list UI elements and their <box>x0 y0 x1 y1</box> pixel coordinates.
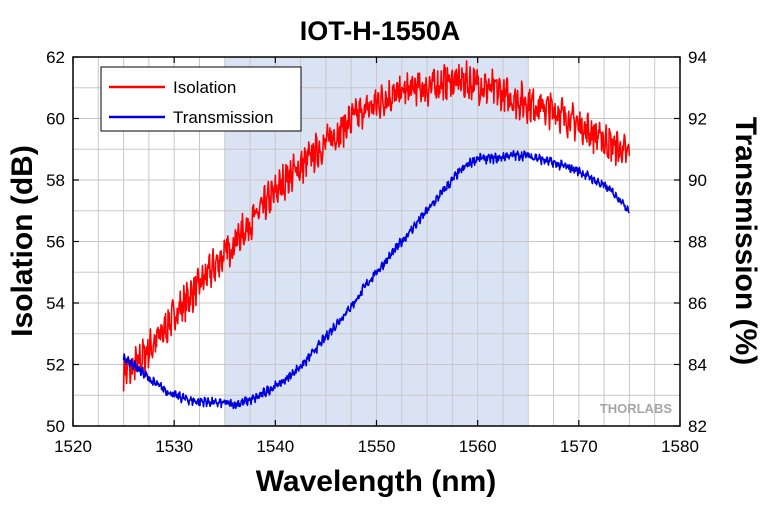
y-tick-label: 58 <box>46 171 65 190</box>
y-tick-label: 52 <box>46 356 65 375</box>
x-tick-label: 1580 <box>661 437 699 456</box>
y-tick-label: 60 <box>46 110 65 129</box>
x-axis-title: Wavelength (nm) <box>256 465 497 498</box>
y2-tick-label: 92 <box>688 110 707 129</box>
series-line-transmission <box>122 149 630 410</box>
y2-tick-label: 94 <box>688 48 707 67</box>
y2-axis-title: Transmission (%) <box>729 117 762 365</box>
y-tick-label: 50 <box>46 417 65 436</box>
y2-tick-label: 86 <box>688 294 707 313</box>
y-axis-title: Isolation (dB) <box>6 145 39 337</box>
y2-tick-label: 84 <box>688 356 707 375</box>
y2-tick-label: 82 <box>688 417 707 436</box>
y2-tick-label: 88 <box>688 233 707 252</box>
ticks: 1520 1530 1540 1550 1560 1570 1580 50 52 54 56 58 60… <box>46 48 707 456</box>
thorlabs-logo: THORLABS <box>600 401 673 416</box>
y2-tick-label: 90 <box>688 171 707 190</box>
x-tick-label: 1540 <box>256 437 294 456</box>
series-line-isolation <box>122 60 631 392</box>
series-layer <box>122 60 631 410</box>
legend-label-isolation: Isolation <box>173 78 236 97</box>
legend-box <box>100 66 302 132</box>
x-tick-label: 1560 <box>459 437 497 456</box>
x-tick-label: 1530 <box>155 437 193 456</box>
legend: Isolation Transmission <box>100 66 302 132</box>
chart-title: IOT-H-1550A <box>300 16 461 46</box>
x-tick-label: 1550 <box>358 437 396 456</box>
y-tick-label: 54 <box>46 294 65 313</box>
y-tick-label: 62 <box>46 48 65 67</box>
y-tick-label: 56 <box>46 233 65 252</box>
legend-label-transmission: Transmission <box>173 108 273 127</box>
x-tick-label: 1570 <box>560 437 598 456</box>
x-tick-label: 1520 <box>54 437 92 456</box>
